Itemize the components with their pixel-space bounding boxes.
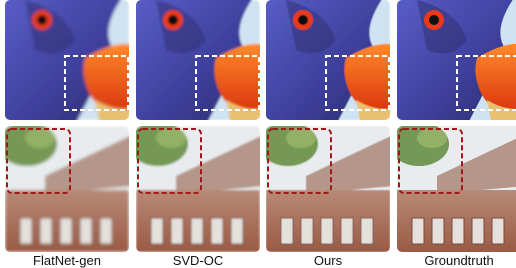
window <box>191 218 203 244</box>
window <box>472 218 484 244</box>
building-content <box>0 122 134 252</box>
bird-image <box>392 0 516 125</box>
window <box>171 218 183 244</box>
window <box>151 218 163 244</box>
building-content <box>128 122 265 252</box>
bird-content <box>0 0 134 125</box>
column-label: FlatNet-gen <box>33 253 101 268</box>
eye <box>298 15 308 25</box>
column-label: Ours <box>314 253 343 268</box>
building-content <box>389 122 516 252</box>
window <box>412 218 424 244</box>
building-image <box>128 122 265 252</box>
eye <box>37 15 47 25</box>
column-label: Groundtruth <box>424 253 493 268</box>
window <box>452 218 464 244</box>
window <box>20 218 32 244</box>
figure: FlatNet-gen SVD-OC Ours Groundtruth <box>0 0 516 268</box>
column-label: SVD-OC <box>173 253 224 268</box>
building-image <box>0 122 134 252</box>
bird-image <box>261 0 395 125</box>
window <box>211 218 223 244</box>
window <box>100 218 112 244</box>
bird-image <box>131 0 265 125</box>
window <box>432 218 444 244</box>
window <box>40 218 52 244</box>
building-content <box>258 122 395 252</box>
window <box>341 218 353 244</box>
building-image <box>389 122 516 252</box>
bird-content <box>131 0 265 125</box>
tree-light <box>25 128 55 148</box>
window <box>60 218 72 244</box>
window <box>231 218 243 244</box>
bird-image <box>0 0 134 125</box>
tree-light <box>286 128 316 148</box>
page: FlatNet-genSVD-OCOursGroundtruth (() => … <box>0 0 516 268</box>
tree-light <box>156 128 186 148</box>
tree-light <box>417 128 447 148</box>
window <box>492 218 504 244</box>
building-image <box>258 122 395 252</box>
bird-content <box>261 0 395 125</box>
eye <box>168 15 178 25</box>
bird-content <box>392 0 516 125</box>
window <box>361 218 373 244</box>
window <box>80 218 92 244</box>
window <box>321 218 333 244</box>
eye <box>429 15 439 25</box>
window <box>301 218 313 244</box>
window <box>281 218 293 244</box>
